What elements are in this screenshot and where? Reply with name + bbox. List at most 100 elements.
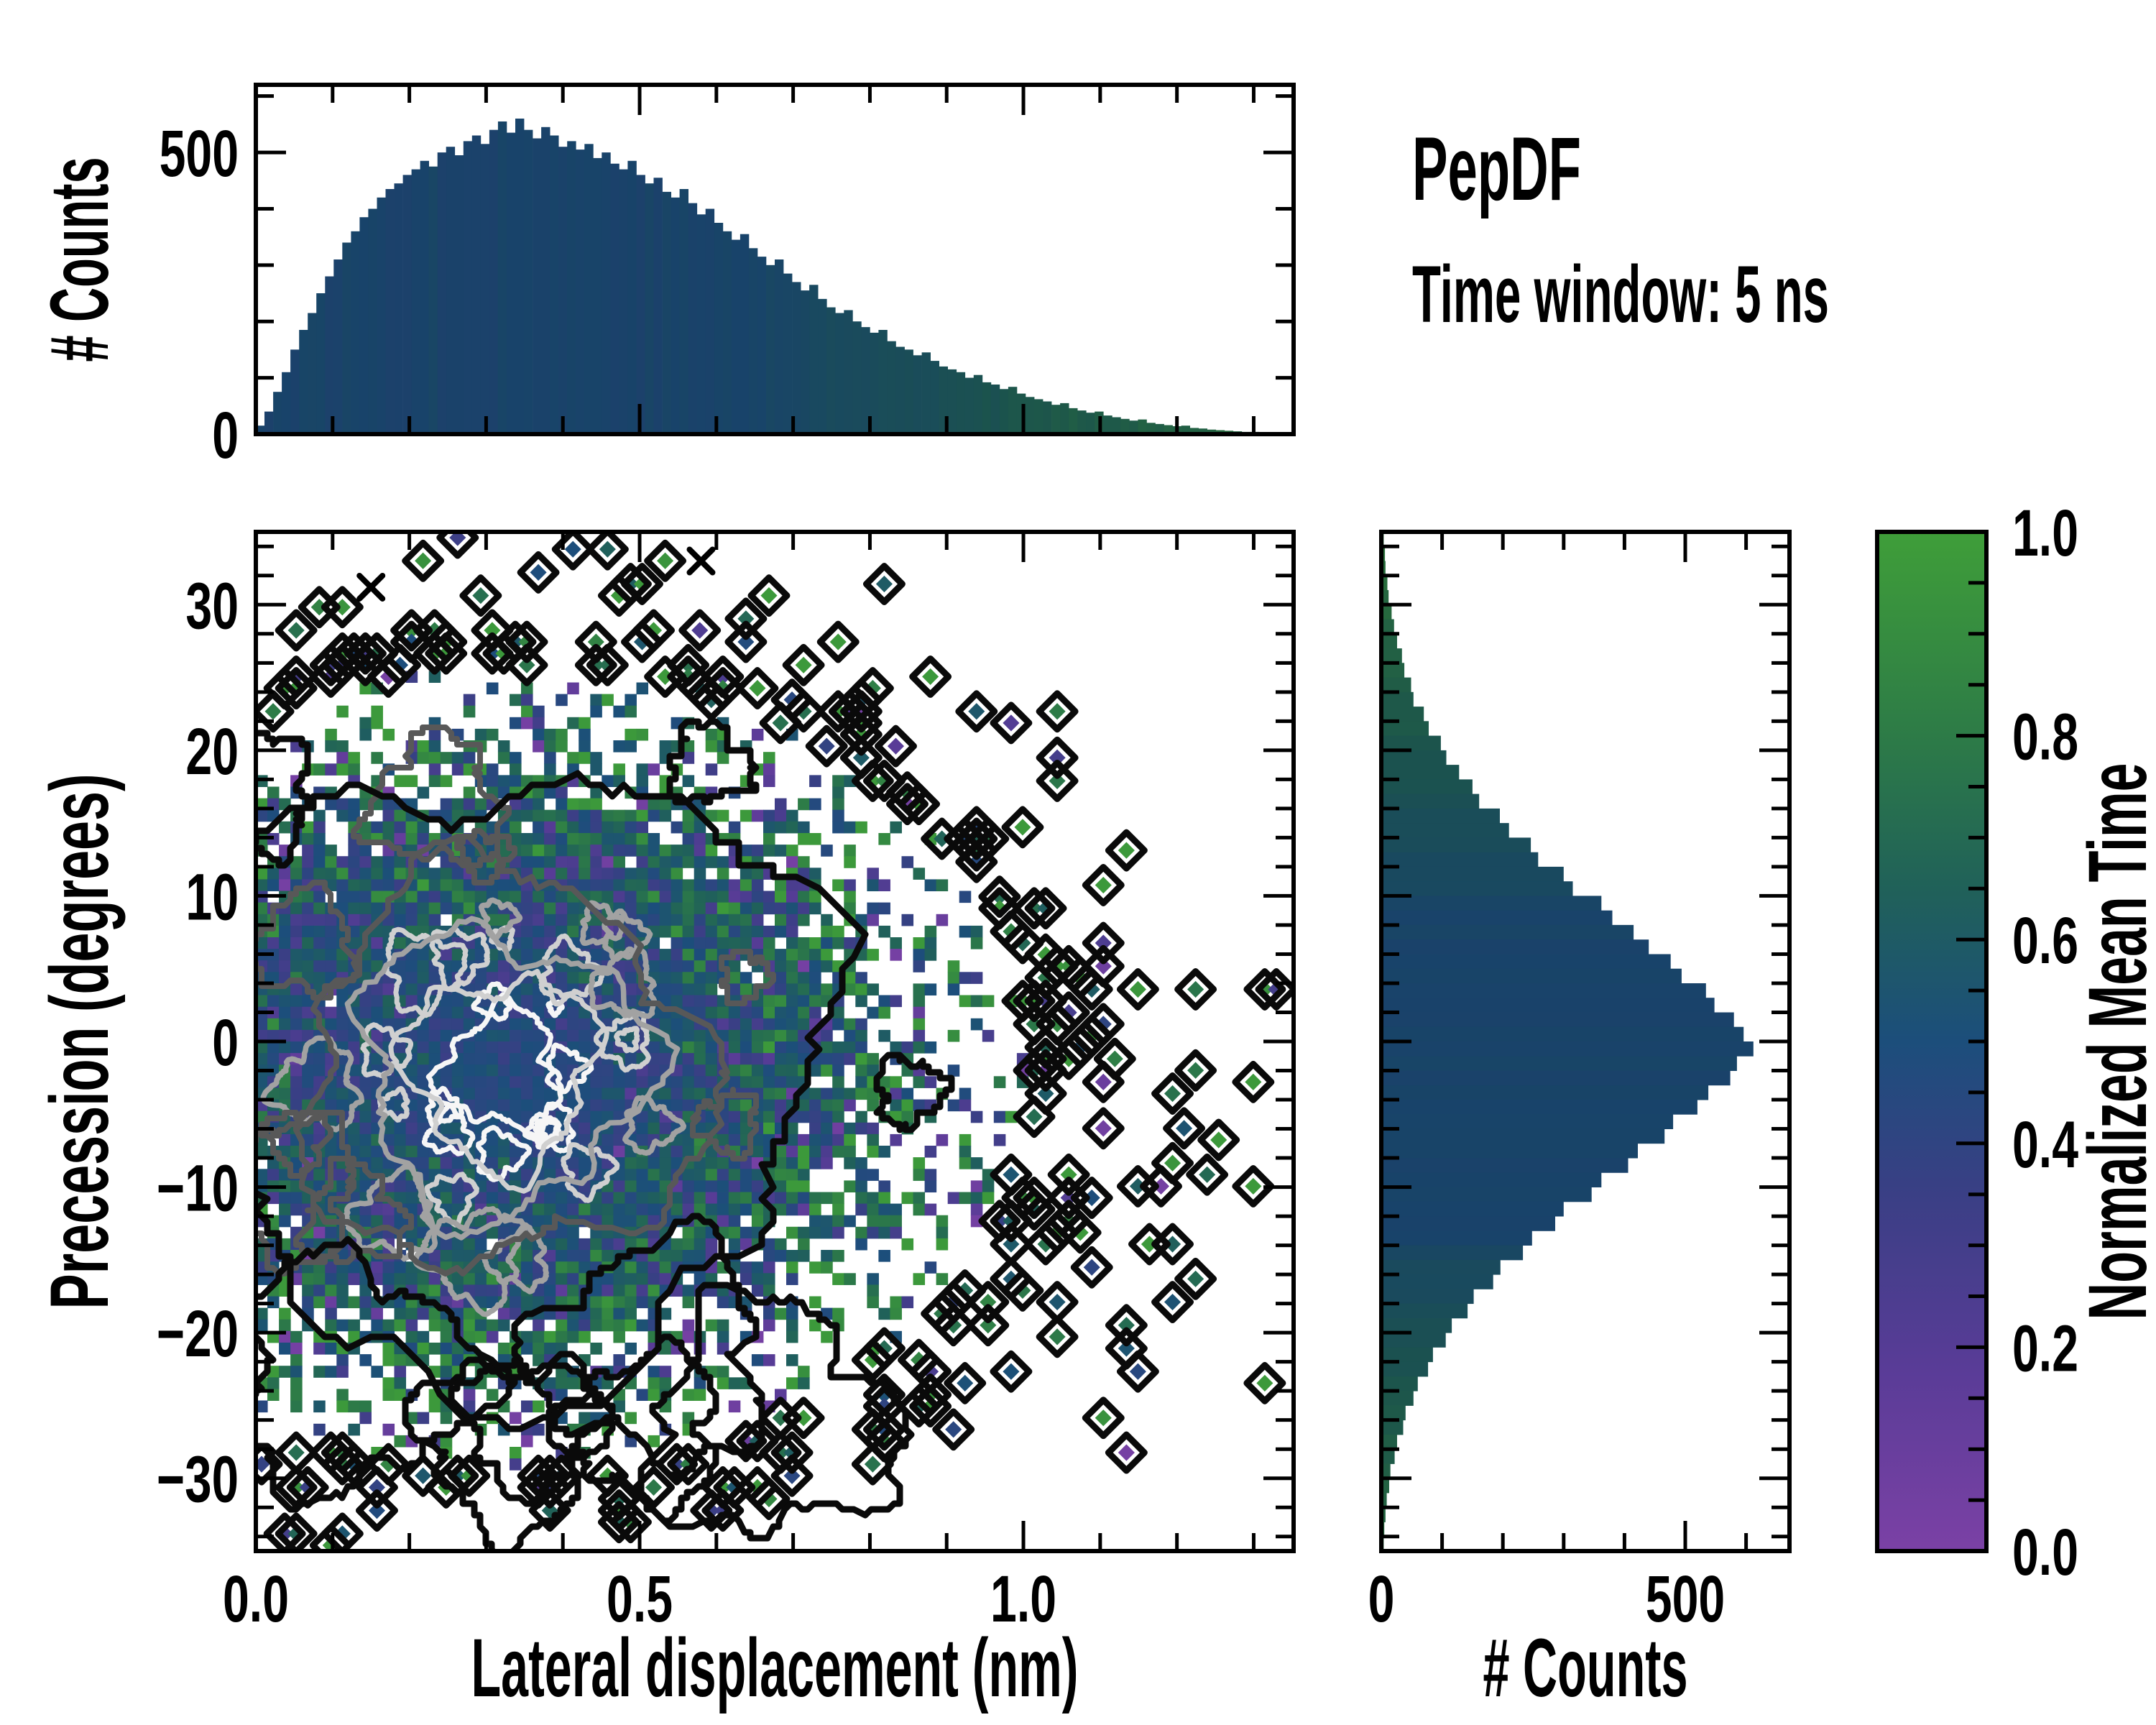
heatmap-cell bbox=[336, 1099, 349, 1112]
heatmap-cell bbox=[625, 868, 637, 880]
top-hist-bar bbox=[722, 231, 732, 434]
heatmap-cell bbox=[587, 633, 604, 650]
heatmap-cell bbox=[890, 1226, 902, 1239]
heatmap-cell bbox=[256, 1029, 268, 1042]
heatmap-cell bbox=[913, 1169, 926, 1181]
heatmap-cell bbox=[751, 1053, 764, 1065]
heatmap-cell bbox=[740, 1041, 752, 1054]
heatmap-cell bbox=[348, 925, 360, 938]
heatmap-cell bbox=[579, 879, 591, 892]
heatmap-cell bbox=[451, 1076, 464, 1088]
right-hist-bar bbox=[1381, 910, 1613, 926]
heatmap-cell bbox=[510, 717, 522, 730]
right-hist-bar bbox=[1381, 691, 1414, 707]
heatmap-cell bbox=[855, 995, 867, 1008]
heatmap-cell bbox=[290, 983, 303, 996]
heatmap-cell bbox=[579, 1041, 591, 1054]
heatmap-cell bbox=[279, 960, 291, 972]
axes-frame bbox=[1379, 530, 1792, 1553]
heatmap-cell bbox=[394, 1133, 407, 1146]
heatmap-cell bbox=[579, 798, 591, 811]
heatmap-cell bbox=[728, 1203, 741, 1216]
heatmap-cell bbox=[556, 972, 568, 984]
heatmap-cell bbox=[348, 798, 360, 811]
heatmap-cell bbox=[579, 740, 591, 753]
heatmap-cell bbox=[775, 1250, 787, 1262]
heatmap-cell bbox=[348, 1122, 360, 1135]
heatmap-cell bbox=[636, 809, 649, 822]
heatmap-cell bbox=[775, 1087, 787, 1100]
heatmap-cell bbox=[556, 1330, 568, 1343]
heatmap-cell bbox=[809, 972, 821, 984]
heatmap-cell bbox=[648, 1192, 660, 1205]
heatmap-cell bbox=[798, 1180, 810, 1193]
heatmap-cell bbox=[533, 1400, 545, 1413]
heatmap-cell bbox=[382, 1354, 395, 1366]
heatmap-cell bbox=[821, 1261, 833, 1274]
heatmap-cell bbox=[613, 1203, 625, 1216]
heatmap-cell bbox=[325, 949, 337, 961]
top-hist-bar bbox=[550, 135, 559, 434]
right-hist-bar bbox=[1381, 1420, 1404, 1435]
heatmap-cell bbox=[544, 786, 556, 799]
heatmap-cell bbox=[798, 891, 810, 903]
heatmap-cell bbox=[440, 1157, 453, 1169]
heatmap-cell bbox=[775, 1307, 787, 1320]
isolated-cell-outline bbox=[1151, 1281, 1194, 1324]
isolated-cell-outline bbox=[932, 1304, 975, 1347]
top-hist-bar bbox=[895, 346, 905, 434]
heatmap-cell bbox=[359, 1110, 372, 1123]
heatmap-cell bbox=[440, 1435, 453, 1448]
heatmap-cell bbox=[290, 925, 303, 938]
heatmap-cell bbox=[567, 1018, 579, 1031]
heatmap-cell bbox=[982, 1180, 995, 1193]
heatmap-cell bbox=[821, 1157, 833, 1169]
top-hist-bar bbox=[775, 259, 784, 434]
heatmap-cell bbox=[924, 1076, 937, 1088]
heatmap-cell bbox=[313, 902, 326, 915]
heatmap-cell bbox=[579, 1133, 591, 1146]
heatmap-cell bbox=[832, 775, 844, 788]
heatmap-cell bbox=[521, 1296, 533, 1309]
heatmap-cell bbox=[590, 798, 602, 811]
heatmap-cell bbox=[775, 798, 787, 811]
isolated-cell-outline bbox=[862, 1408, 906, 1451]
heatmap-cell bbox=[382, 983, 395, 996]
heatmap-cell bbox=[659, 972, 672, 984]
heatmap-cell bbox=[878, 902, 890, 915]
heatmap-cell bbox=[901, 1087, 914, 1100]
top-hist-bar bbox=[627, 160, 637, 435]
heatmap-cell bbox=[302, 1146, 314, 1158]
heatmap-cell bbox=[313, 949, 326, 961]
heatmap-cell bbox=[809, 1122, 821, 1135]
heatmap-cell bbox=[682, 925, 695, 938]
heatmap-cell bbox=[521, 809, 533, 822]
heatmap-cell bbox=[267, 1041, 280, 1054]
right-hist-bar bbox=[1381, 1085, 1709, 1100]
heatmap-cell bbox=[579, 728, 591, 741]
heatmap-cell bbox=[671, 845, 683, 857]
isolated-cell-outline bbox=[517, 551, 560, 594]
heatmap-cell bbox=[832, 925, 844, 938]
heatmap-cell bbox=[878, 925, 890, 938]
heatmap-cell bbox=[751, 1169, 764, 1181]
heatmap-cell bbox=[1095, 1409, 1112, 1427]
heatmap-cell bbox=[394, 1146, 407, 1158]
heatmap-cell bbox=[359, 995, 372, 1008]
heatmap-cell bbox=[382, 1261, 395, 1274]
heatmap-cell bbox=[602, 1203, 614, 1216]
heatmap-cell bbox=[728, 1400, 741, 1413]
heatmap-cell bbox=[809, 995, 821, 1008]
heatmap-cell bbox=[428, 1284, 441, 1297]
heatmap-cell bbox=[313, 1041, 326, 1054]
heatmap-cell bbox=[359, 1307, 372, 1320]
heatmap-cell bbox=[947, 1099, 960, 1112]
heatmap-cell bbox=[786, 1261, 798, 1274]
heatmap-cell bbox=[1083, 1189, 1100, 1207]
heatmap-cell bbox=[613, 845, 625, 857]
heatmap-cell bbox=[417, 1412, 430, 1425]
main-ylabel: Precession (degrees) bbox=[34, 774, 126, 1310]
top-hist-bar bbox=[541, 126, 550, 435]
heatmap-cell bbox=[417, 1076, 430, 1088]
heatmap-cell bbox=[602, 1087, 614, 1100]
